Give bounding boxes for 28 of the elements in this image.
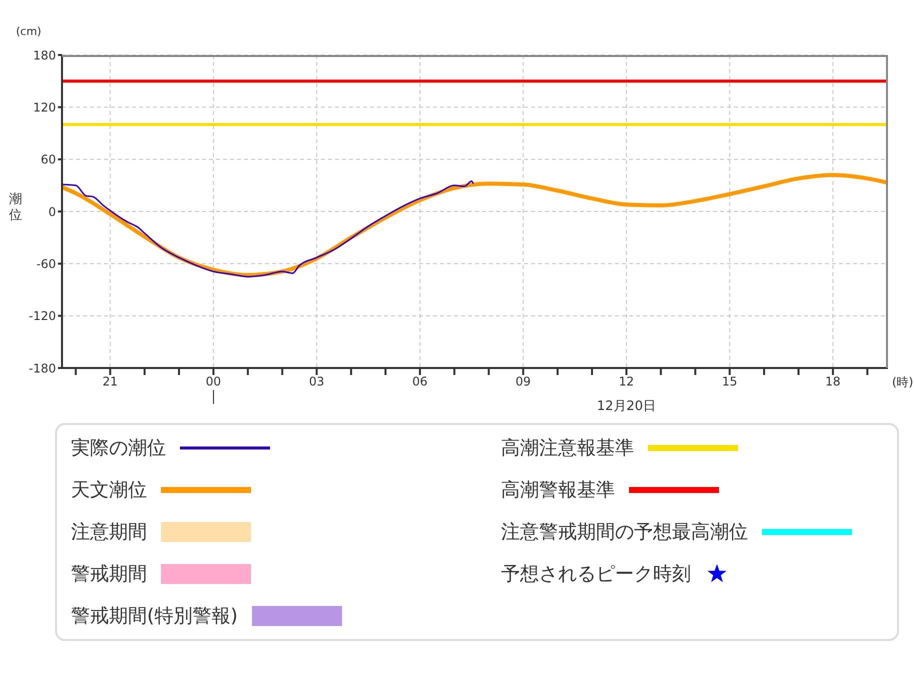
- legend-label: 注意警戒期間の予想最高潮位: [501, 520, 748, 545]
- x-tick-label: 21: [102, 374, 118, 389]
- x-tick-label: 15: [722, 374, 738, 389]
- y-tick-label: -180: [28, 361, 56, 376]
- text: 12月20日: [596, 398, 657, 415]
- x-tick-label: 12: [618, 374, 634, 389]
- legend-label: 警戒期間(特別警報): [71, 604, 238, 629]
- legend-label: 高潮警報基準: [501, 478, 615, 503]
- legend-label: 天文潮位: [71, 478, 147, 503]
- legend-label: 高潮注意報基準: [501, 436, 634, 461]
- x-axis-title: (時): [892, 374, 914, 391]
- x-tick-label: 06: [412, 374, 428, 389]
- x-tick-label: 09: [516, 374, 531, 389]
- y-tick-label: -60: [36, 256, 56, 271]
- y-tick-label: 60: [40, 152, 56, 167]
- y-tick-label: 120: [33, 100, 56, 114]
- y-tick-label: 0: [48, 204, 56, 219]
- y-tick-label: 180: [33, 48, 56, 62]
- legend-label: 警戒期間: [71, 562, 147, 587]
- legend-label: 実際の潮位: [71, 436, 166, 461]
- legend-label: 予想されるピーク時刻: [501, 562, 691, 587]
- y-axis-title: 潮位: [9, 192, 23, 224]
- x-tick-label: 00: [206, 374, 222, 389]
- text: (cm): [16, 25, 42, 38]
- x-tick-label: 18: [825, 374, 841, 389]
- y-tick-label: -120: [28, 309, 56, 324]
- legend-label: 注意期間: [71, 520, 147, 545]
- x-tick-label: 03: [309, 374, 324, 389]
